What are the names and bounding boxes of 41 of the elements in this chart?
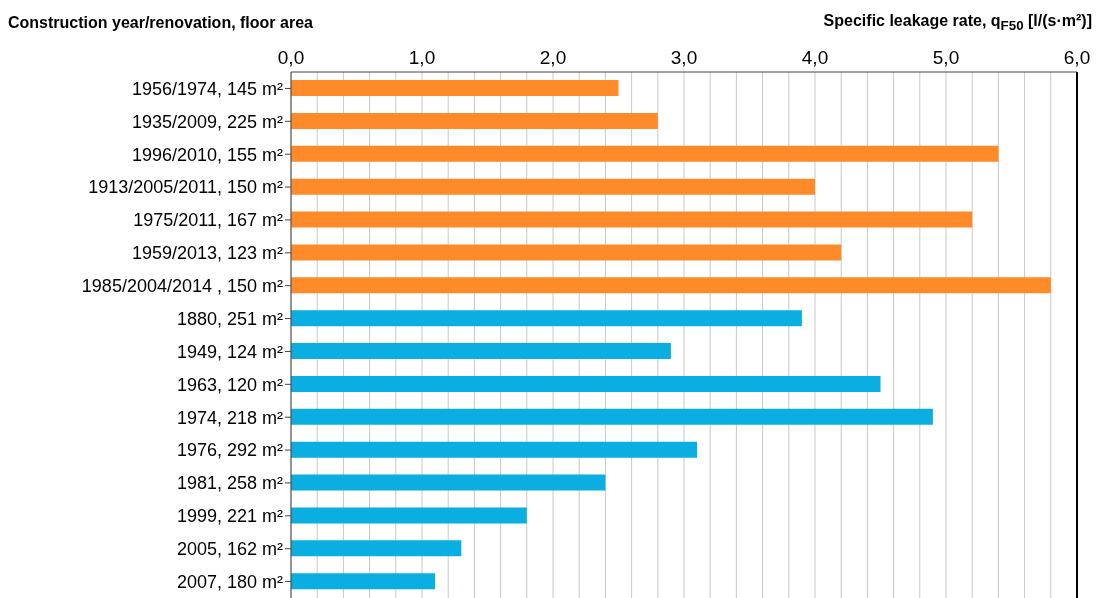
x-tick-label: 0,0 xyxy=(277,47,305,68)
y-tick-label: 1985/2004/2014 , 150 m² xyxy=(81,276,283,297)
y-tick-label: 1880, 251 m² xyxy=(176,308,283,329)
bar xyxy=(291,145,999,162)
x-tick-label: 3,0 xyxy=(670,47,698,68)
bar xyxy=(291,211,973,228)
x-tick-label: 4,0 xyxy=(801,47,829,68)
bar xyxy=(291,343,671,359)
bar xyxy=(291,573,436,590)
y-tick-label: 1981, 258 m² xyxy=(176,473,283,494)
y-tick-label: 1976, 292 m² xyxy=(176,440,283,461)
bar xyxy=(291,310,802,327)
x-tick-label: 5,0 xyxy=(932,47,960,68)
bar xyxy=(291,178,815,195)
y-tick-label: 1935/2009, 225 m² xyxy=(131,111,283,132)
y-tick-label: 2007, 180 m² xyxy=(176,571,283,592)
bar xyxy=(291,112,658,129)
y-axis-title: Construction year/renovation, floor area xyxy=(8,14,313,32)
y-tick-label: 1949, 124 m² xyxy=(176,341,283,362)
x-tick-label: 6,0 xyxy=(1063,47,1091,68)
y-tick-label: 1974, 218 m² xyxy=(176,407,283,428)
bar xyxy=(291,408,933,425)
bar xyxy=(291,507,527,524)
y-tick-label: 1963, 120 m² xyxy=(176,374,283,395)
y-tick-label: 1959/2013, 123 m² xyxy=(131,243,283,264)
x-axis-title: Specific leakage rate, q$_{F50}$ [l/(s·m²)] xyxy=(823,12,1092,34)
bar xyxy=(291,80,619,96)
y-tick-label: 1956/1974, 145 m² xyxy=(131,78,283,99)
x-tick-label: 2,0 xyxy=(539,47,567,68)
bar xyxy=(291,277,1051,294)
bar xyxy=(291,540,462,557)
y-tick-label: 2005, 162 m² xyxy=(176,539,283,560)
bar xyxy=(291,375,881,392)
x-tick-label: 1,0 xyxy=(408,47,436,68)
bar xyxy=(291,474,606,491)
y-tick-label: 1913/2005/2011, 150 m² xyxy=(88,177,283,198)
y-tick-label: 1975/2011, 167 m² xyxy=(133,210,283,231)
y-tick-label: 1999, 221 m² xyxy=(176,506,283,527)
bar xyxy=(291,441,698,458)
bar xyxy=(291,244,842,261)
y-tick-label: 1996/2010, 155 m² xyxy=(131,144,283,165)
